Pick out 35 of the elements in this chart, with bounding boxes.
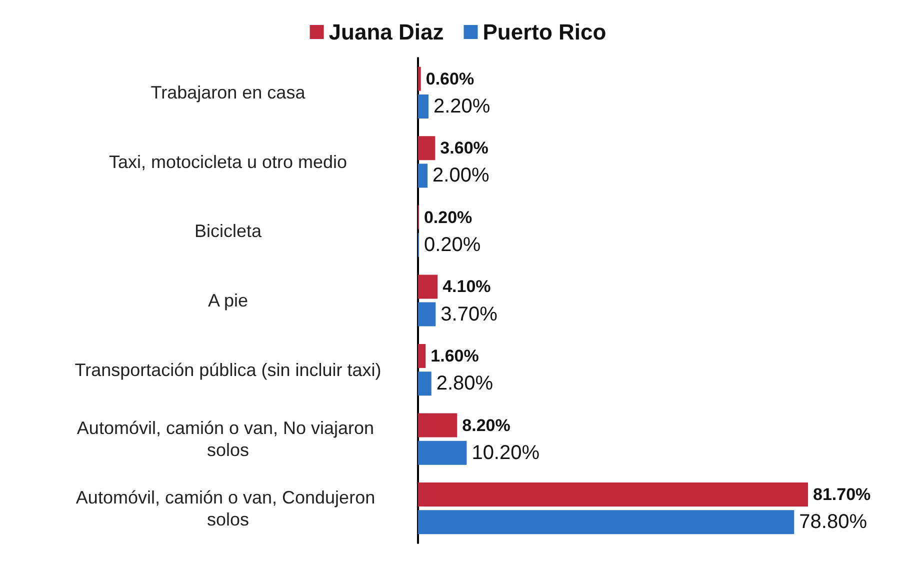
bar	[418, 136, 436, 160]
data-label: 2.00%	[432, 164, 490, 187]
data-label: 3.70%	[440, 303, 498, 326]
data-label: 78.80%	[799, 511, 868, 534]
data-label: 0.20%	[424, 234, 481, 256]
bar	[418, 274, 438, 299]
y-tick-label: Automóvil, camión o van, Condujeron solos	[76, 487, 380, 530]
bar	[418, 164, 428, 188]
data-label: 4.10%	[442, 277, 491, 296]
bar	[418, 94, 428, 118]
y-tick-label: Automóvil, camión o van, No viajaron solos	[76, 418, 380, 460]
legend-label: Puerto Rico	[482, 20, 606, 44]
bar	[418, 344, 426, 368]
data-label: 81.70%	[813, 485, 871, 504]
bar	[418, 302, 436, 326]
data-label: 3.60%	[440, 138, 488, 158]
data-label: 0.60%	[426, 69, 474, 88]
y-tick-label: Transportación pública (sin incluir taxi)	[74, 360, 382, 380]
bar	[418, 413, 458, 438]
y-tick-label: Bicicleta	[194, 221, 262, 242]
bar	[418, 510, 794, 534]
bar	[418, 66, 421, 91]
bar	[418, 372, 432, 396]
data-label: 2.20%	[434, 95, 490, 118]
y-tick-label: Taxi, motocicleta u otro medio	[108, 152, 348, 172]
bar	[418, 482, 808, 507]
y-tick-label: Trabajaron en casa	[150, 82, 306, 103]
data-label: 1.60%	[430, 346, 479, 366]
data-label: 8.20%	[462, 416, 510, 435]
data-label: 2.80%	[436, 372, 494, 395]
bar	[418, 440, 467, 465]
y-tick-label: A pie	[208, 290, 248, 310]
data-label: 10.20%	[472, 442, 540, 464]
data-label: 0.20%	[424, 208, 472, 227]
legend-label: Juana Diaz	[328, 20, 444, 44]
